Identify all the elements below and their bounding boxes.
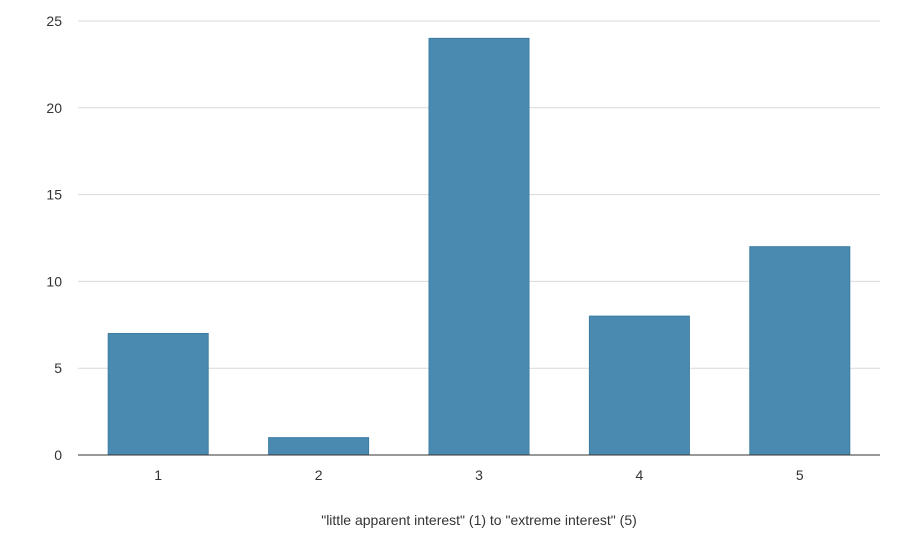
y-tick-label: 5 — [54, 360, 62, 376]
x-tick-label: 1 — [154, 467, 162, 483]
y-tick-label: 10 — [46, 273, 62, 289]
x-tick-label: 2 — [315, 467, 323, 483]
y-tick-label: 25 — [46, 13, 62, 29]
bars — [107, 37, 851, 456]
bar — [428, 37, 530, 456]
bar — [107, 332, 209, 456]
bar — [268, 437, 370, 456]
x-axis-ticks: 1 2 3 4 5 — [154, 467, 804, 483]
bar — [749, 246, 851, 456]
x-tick-label: 3 — [475, 467, 483, 483]
y-tick-label: 15 — [46, 187, 62, 203]
x-axis-title: "little apparent interest" (1) to "extre… — [321, 512, 637, 528]
bar — [588, 315, 690, 456]
y-tick-label: 0 — [54, 447, 62, 463]
x-tick-label: 5 — [796, 467, 804, 483]
y-tick-label: 20 — [46, 100, 62, 116]
x-tick-label: 4 — [636, 467, 644, 483]
y-axis-ticks: 0 5 10 15 20 25 — [46, 13, 62, 463]
